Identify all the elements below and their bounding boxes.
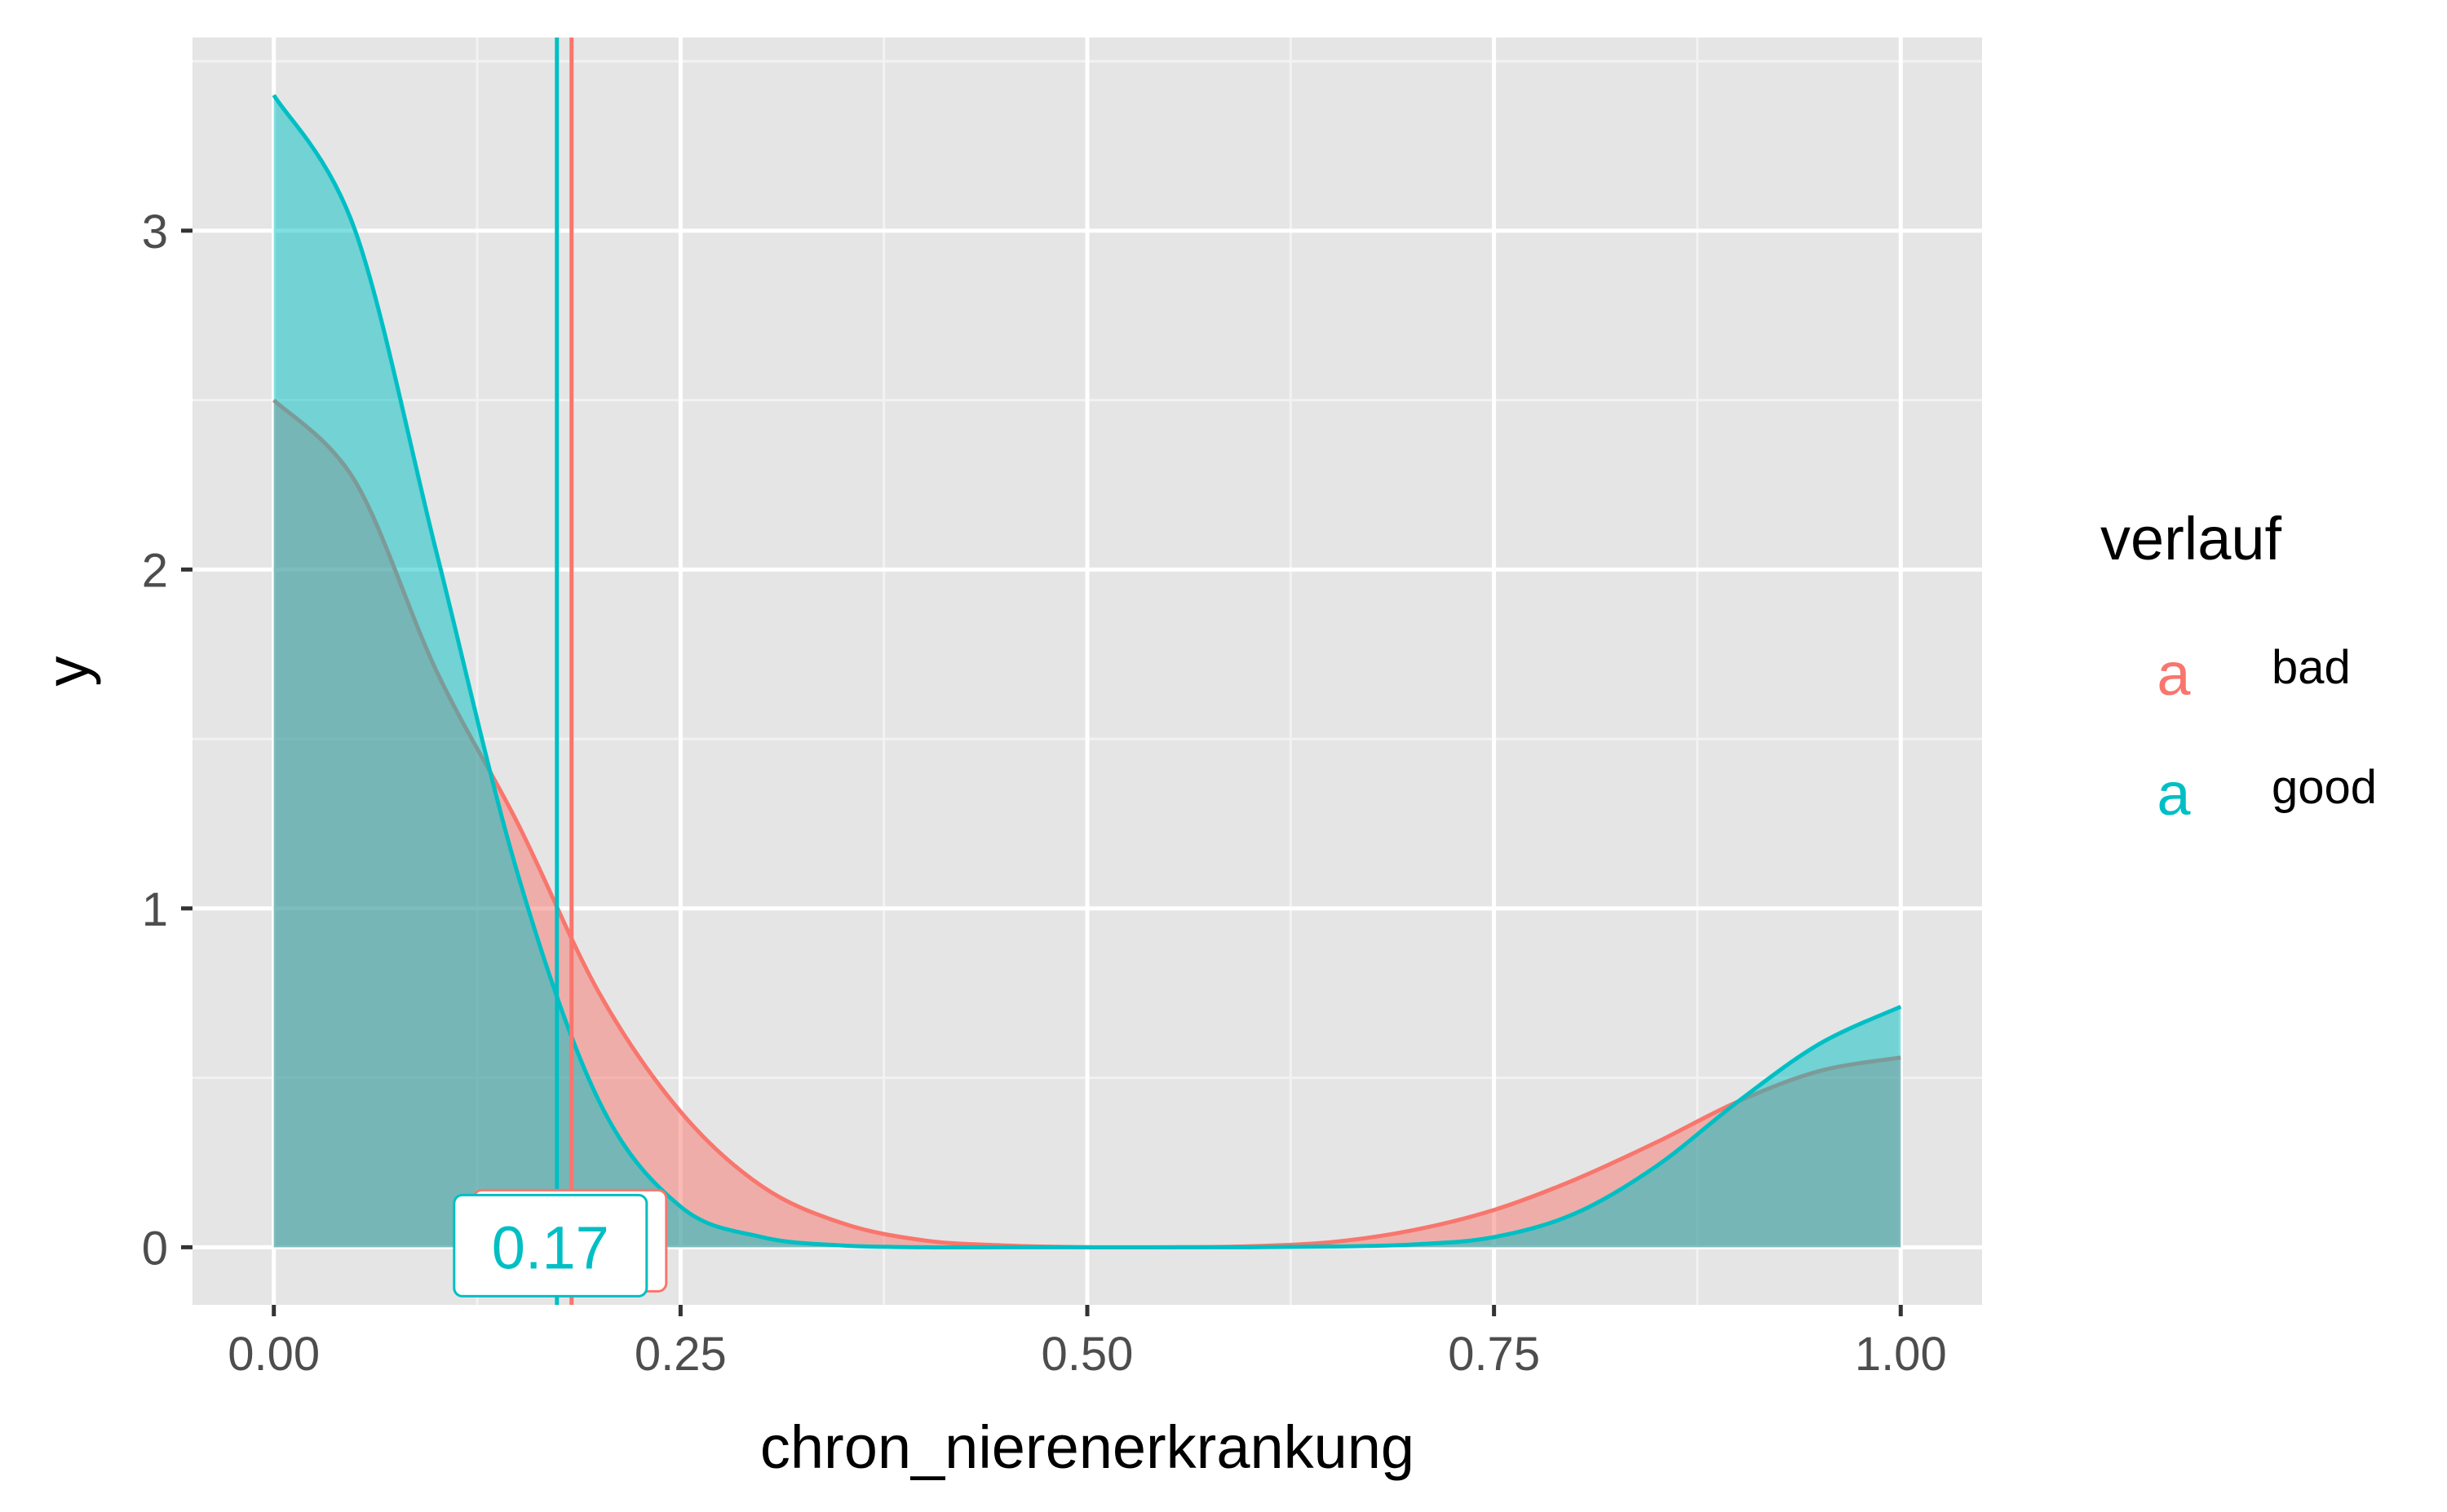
x-axis: 0.00 0.25 0.50 0.75 1.00 — [228, 1305, 1947, 1381]
x-tick-label: 1.00 — [1855, 1328, 1947, 1381]
x-tick-label: 0.75 — [1448, 1328, 1540, 1381]
legend-label-good: good — [2272, 761, 2377, 814]
legend: verlauf a bad a good — [2100, 505, 2377, 828]
mean-label-good: 0.17 — [492, 1214, 609, 1281]
density-line-good — [272, 94, 1902, 1250]
series-layer — [272, 94, 1902, 1250]
legend-label-bad: bad — [2272, 641, 2351, 694]
y-tick-label: 1 — [142, 883, 168, 936]
density-area-good — [273, 95, 1901, 1248]
mean-lines — [555, 38, 574, 1305]
y-tick-label: 0 — [142, 1222, 168, 1275]
legend-key-good: a — [2157, 760, 2191, 828]
x-tick-label: 0.50 — [1042, 1328, 1134, 1381]
y-tick-label: 2 — [142, 544, 168, 597]
y-tick-label: 3 — [142, 206, 168, 259]
y-axis: 0 1 2 3 — [142, 206, 192, 1275]
x-tick-label: 0.25 — [635, 1328, 727, 1381]
x-axis-title: chron_nierenerkrankung — [760, 1413, 1414, 1481]
legend-title: verlauf — [2100, 505, 2282, 573]
x-tick-label: 0.00 — [228, 1328, 320, 1381]
legend-key-bad: a — [2157, 640, 2191, 708]
y-axis-title: y — [33, 657, 101, 687]
mean-annotations: 0.17 — [453, 1188, 668, 1298]
mean-label-box-good — [453, 1193, 648, 1298]
